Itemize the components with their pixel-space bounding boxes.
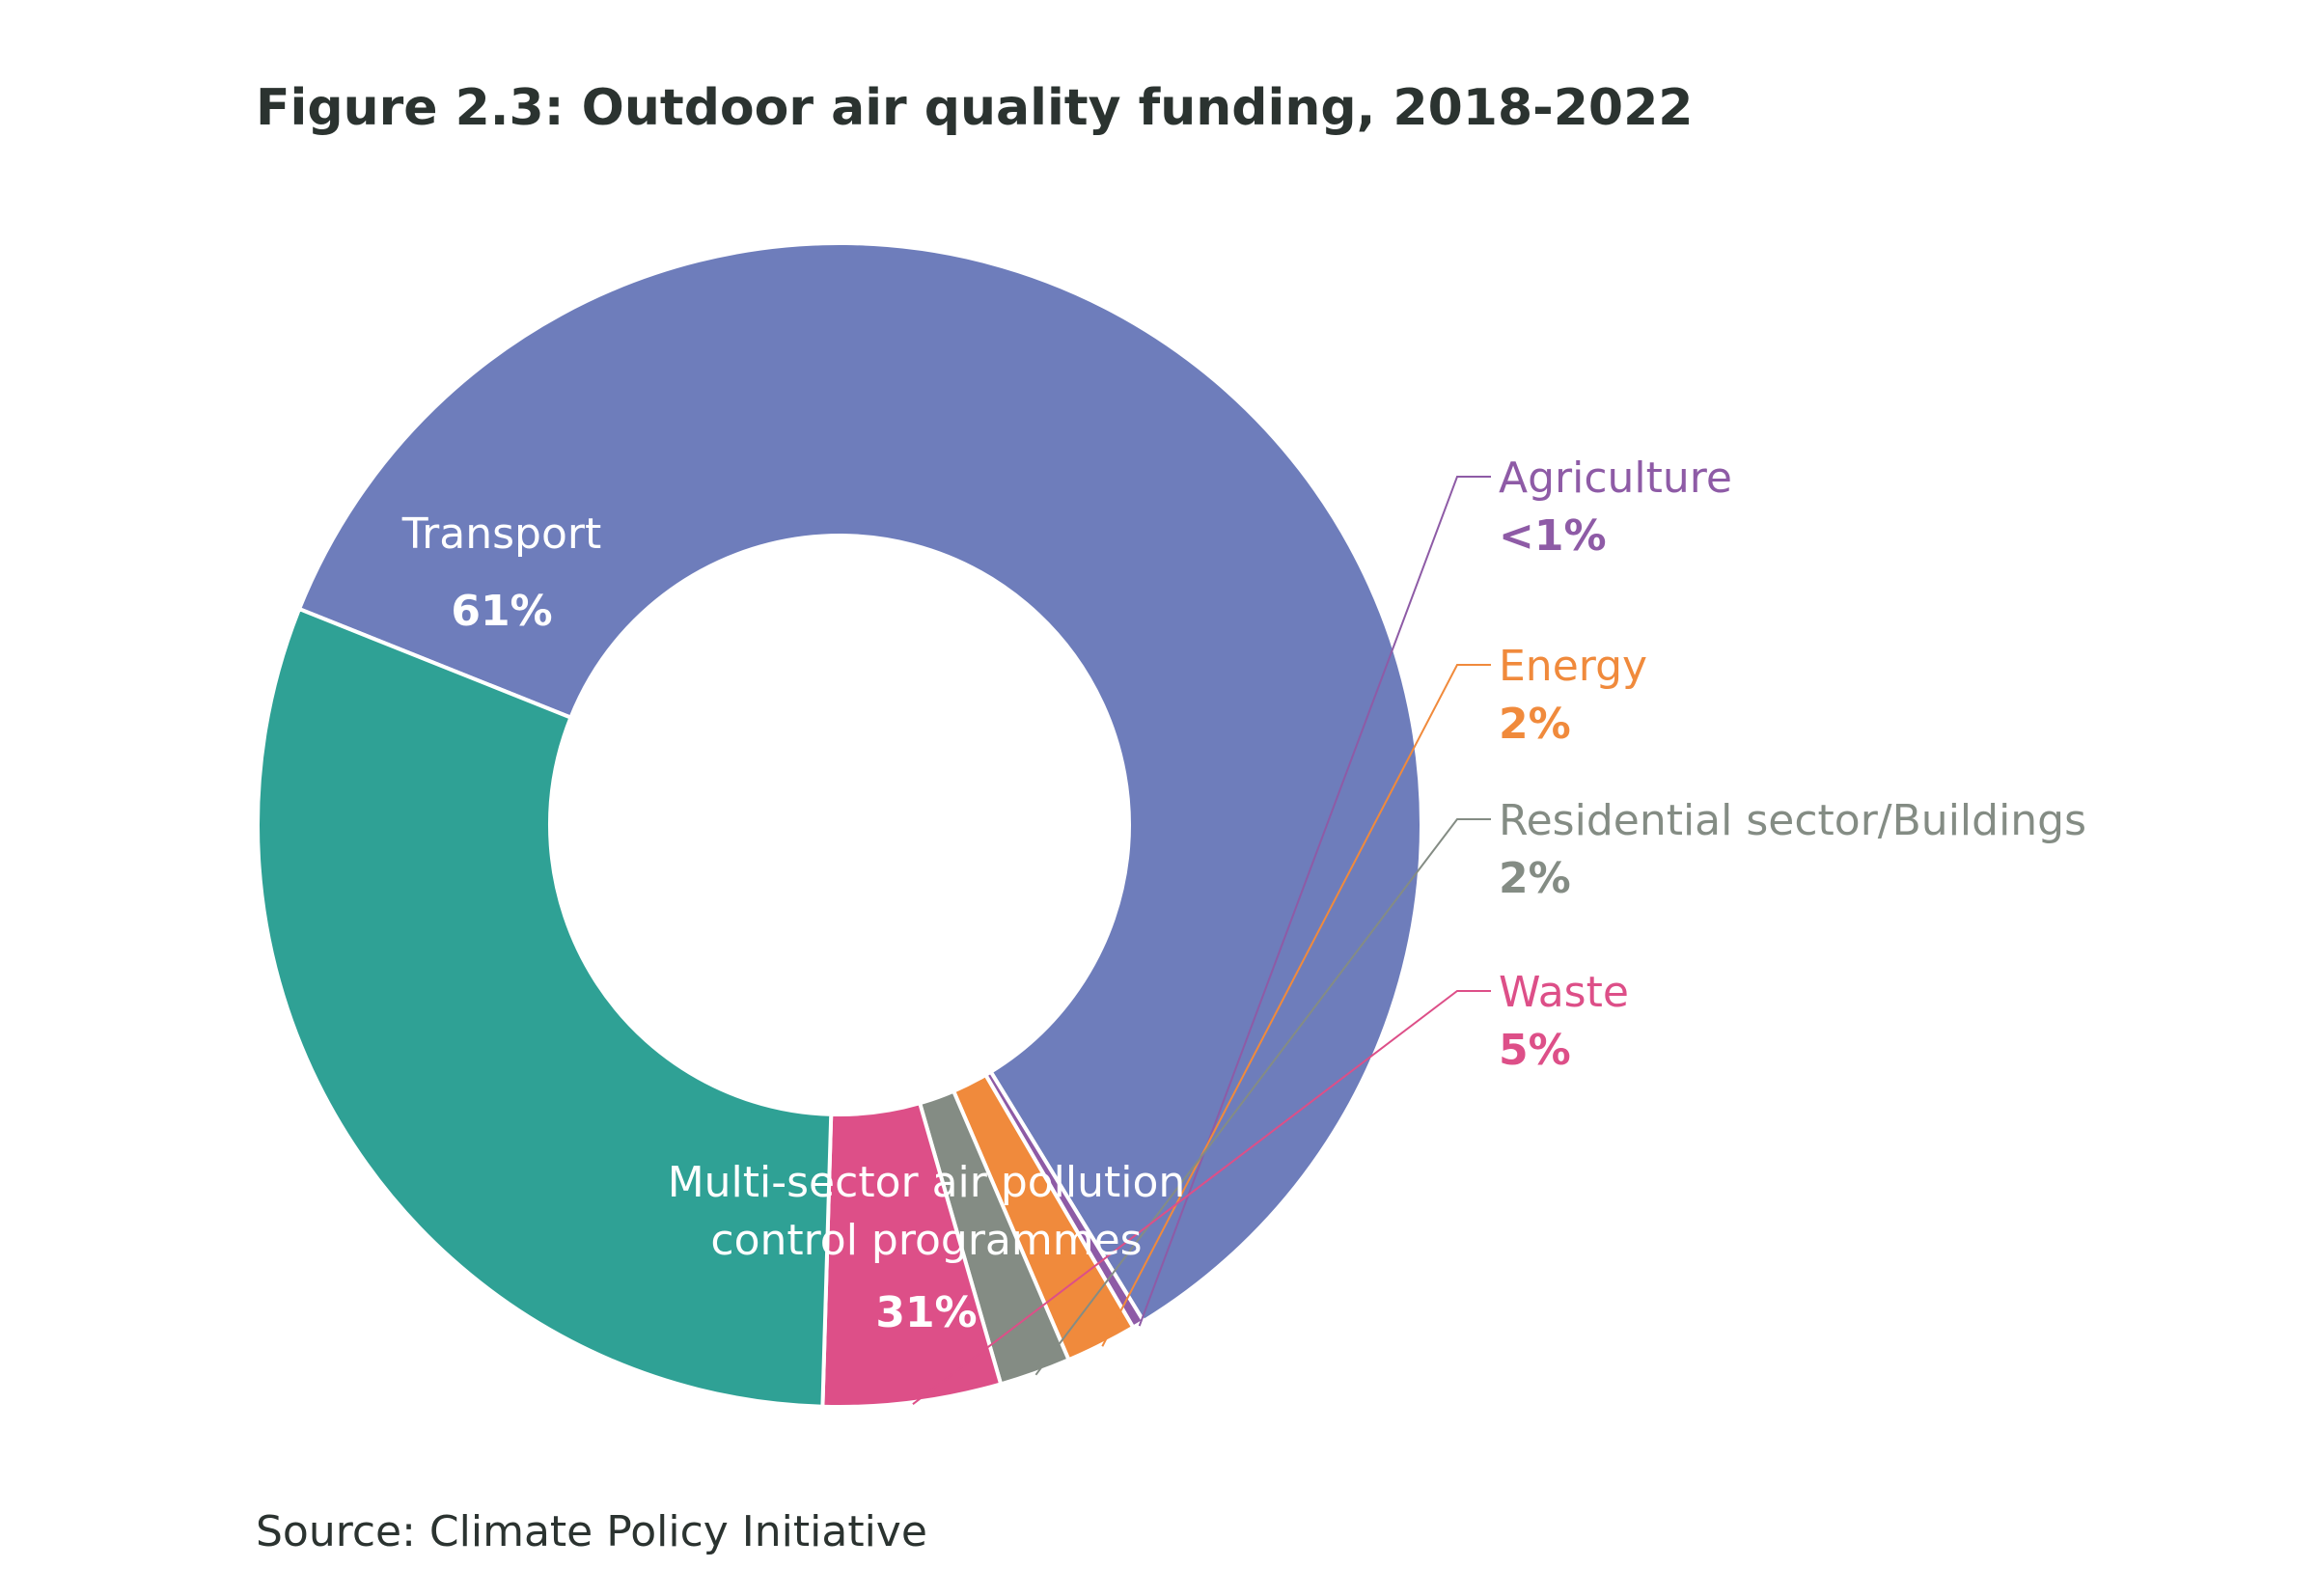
value-waste: 5% [1499,1026,1571,1075]
slice-multi-sector-air-pollution-control-programmes [256,607,834,1409]
leader-lines [912,476,1491,1406]
leader-line-waste [912,990,1491,1406]
source-note: Source: Climate Policy Initiative [256,1507,927,1556]
leader-line-agriculture [1138,476,1491,1327]
leader-line-residential-sector-buildings [1034,818,1491,1376]
label-agriculture: Agriculture [1499,454,1732,503]
chart-title: Figure 2.3: Outdoor air quality funding,… [256,79,1694,137]
label-multi-sector-air-pollution-control-programmes-line-1: Multi-sector air pollution [668,1158,1186,1207]
slice-labels: Transport 61% Agriculture <1% Energy 2% Reside… [401,454,2086,1337]
donut-slices [256,241,1423,1409]
slice-transport [297,241,1423,1324]
label-residential-sector-buildings: Residential sector/Buildings [1499,796,2086,845]
label-waste: Waste [1499,968,1629,1017]
leader-line-energy [1101,664,1491,1347]
label-transport: Transport [401,509,601,559]
value-multi-sector-air-pollution-control-programmes: 31% [875,1288,977,1337]
value-energy: 2% [1499,700,1571,749]
value-agriculture: <1% [1499,511,1607,561]
value-transport: 61% [451,587,552,636]
label-energy: Energy [1499,642,1647,691]
label-multi-sector-air-pollution-control-programmes-line-2: control programmes [710,1216,1142,1265]
value-residential-sector-buildings: 2% [1499,854,1571,903]
